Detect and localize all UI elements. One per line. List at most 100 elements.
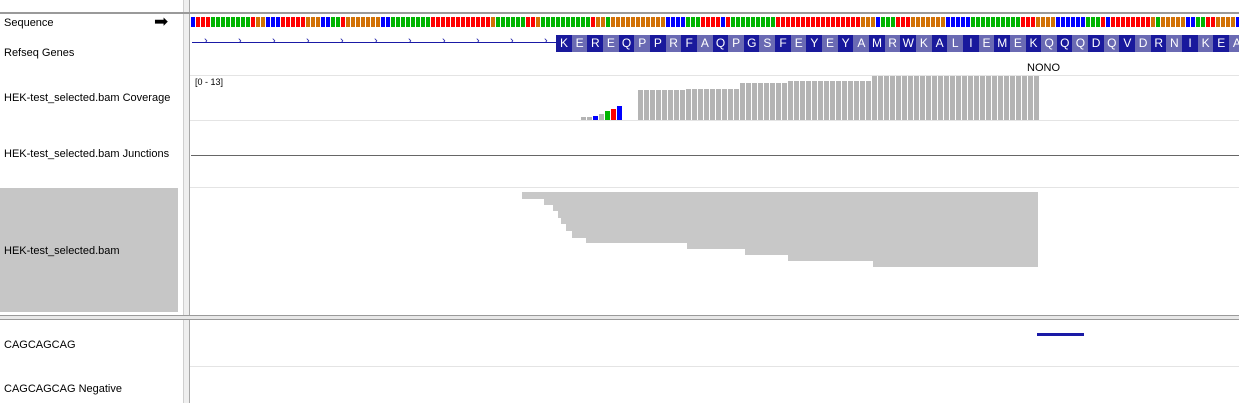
sequence-base	[306, 17, 310, 27]
read-alignment[interactable]	[788, 254, 1038, 261]
strand-arrow-icon[interactable]: ➡	[154, 12, 169, 31]
motif-feature[interactable]	[1037, 333, 1084, 336]
amino-acid: I	[1182, 35, 1198, 52]
sequence-base	[1066, 17, 1070, 27]
coverage-bar	[920, 76, 926, 120]
sequence-base	[506, 17, 510, 27]
amino-acid: Y	[837, 35, 854, 52]
sequence-base	[536, 17, 540, 27]
track-label-sequence[interactable]: Sequence	[4, 17, 54, 29]
sequence-base	[761, 17, 765, 27]
track-label-motif-negative[interactable]: CAGCAGCAG Negative	[4, 383, 122, 395]
read-alignment[interactable]	[586, 236, 1038, 243]
read-alignment[interactable]	[687, 242, 1038, 249]
sequence-base	[766, 17, 770, 27]
read-alignment[interactable]	[544, 198, 1038, 205]
sequence-base	[806, 17, 810, 27]
sequence-base	[646, 17, 650, 27]
sequence-base	[511, 17, 515, 27]
sequence-base	[1096, 17, 1100, 27]
coverage-bar	[932, 76, 938, 120]
sequence-base	[1076, 17, 1080, 27]
coverage-bar	[581, 117, 587, 120]
sequence-base	[696, 17, 700, 27]
coverage-bar	[1016, 76, 1022, 120]
name-panel-divider[interactable]	[183, 0, 190, 403]
sequence-base	[1146, 17, 1150, 27]
coverage-bar	[776, 83, 782, 120]
read-alignment[interactable]	[561, 217, 1038, 224]
coverage-bar	[992, 76, 998, 120]
coverage-bar	[716, 89, 722, 120]
intron-arrow-icon: ›	[272, 35, 276, 47]
panel-separator[interactable]	[0, 315, 1239, 320]
sequence-base	[351, 17, 355, 27]
coverage-bar	[656, 90, 662, 120]
gene-name-label[interactable]: NONO	[1027, 62, 1060, 74]
sequence-base	[1071, 17, 1075, 27]
read-alignment[interactable]	[566, 224, 1038, 231]
sequence-base	[191, 17, 195, 27]
sequence-base	[201, 17, 205, 27]
coverage-bar	[746, 83, 752, 120]
read-alignment[interactable]	[553, 204, 1038, 211]
read-alignment[interactable]	[558, 211, 1038, 218]
intron-arrow-icon: ›	[476, 35, 480, 47]
sequence-base	[591, 17, 595, 27]
coverage-bar	[998, 76, 1004, 120]
sequence-base	[991, 17, 995, 27]
read-alignment[interactable]	[873, 260, 1038, 267]
sequence-base	[931, 17, 935, 27]
sequence-base	[256, 17, 260, 27]
coverage-bar	[692, 89, 698, 120]
track-label-motif[interactable]: CAGCAGCAG	[4, 339, 76, 351]
sequence-base	[776, 17, 780, 27]
coverage-bar	[848, 81, 854, 120]
amino-acid: Q	[712, 35, 729, 52]
amino-acid: R	[884, 35, 901, 52]
sequence-base	[1081, 17, 1085, 27]
read-alignment[interactable]	[522, 192, 1038, 199]
sequence-base	[1111, 17, 1115, 27]
coverage-bar	[884, 76, 890, 120]
coverage-bar	[668, 90, 674, 120]
amino-acid: E	[602, 35, 619, 52]
coverage-bar	[872, 76, 878, 120]
amino-acid: N	[1166, 35, 1183, 52]
track-label-junctions[interactable]: HEK-test_selected.bam Junctions	[4, 148, 170, 160]
amino-acid: E	[978, 35, 995, 52]
amino-acid: G	[743, 35, 760, 52]
coverage-bar	[752, 83, 758, 120]
sequence-base	[1221, 17, 1225, 27]
track-label-refseq[interactable]: Refseq Genes	[4, 47, 75, 59]
track-label-coverage[interactable]: HEK-test_selected.bam Coverage	[4, 92, 171, 104]
coverage-bar	[650, 90, 656, 120]
coverage-bar	[1028, 76, 1034, 120]
sequence-base	[1036, 17, 1040, 27]
sequence-base	[946, 17, 950, 27]
sequence-base	[781, 17, 785, 27]
sequence-base	[626, 17, 630, 27]
coverage-bar	[686, 89, 692, 120]
sequence-base	[301, 17, 305, 27]
sequence-base	[861, 17, 865, 27]
amino-acid: Q	[1041, 35, 1058, 52]
sequence-base	[411, 17, 415, 27]
intron-arrow-icon: ›	[442, 35, 446, 47]
intron-arrow-icon: ›	[340, 35, 344, 47]
read-alignment[interactable]	[745, 248, 1038, 255]
top-border	[0, 12, 1239, 14]
sequence-base	[436, 17, 440, 27]
read-alignment[interactable]	[572, 231, 1038, 238]
sequence-base	[1046, 17, 1050, 27]
sequence-base	[496, 17, 500, 27]
amino-acid: E	[1009, 35, 1026, 52]
track-label-bam[interactable]: HEK-test_selected.bam	[4, 245, 120, 257]
sequence-base	[641, 17, 645, 27]
sequence-base	[846, 17, 850, 27]
coverage-bar	[878, 76, 884, 120]
sequence-base	[1006, 17, 1010, 27]
selected-track-highlight[interactable]	[0, 188, 178, 312]
sequence-base	[421, 17, 425, 27]
